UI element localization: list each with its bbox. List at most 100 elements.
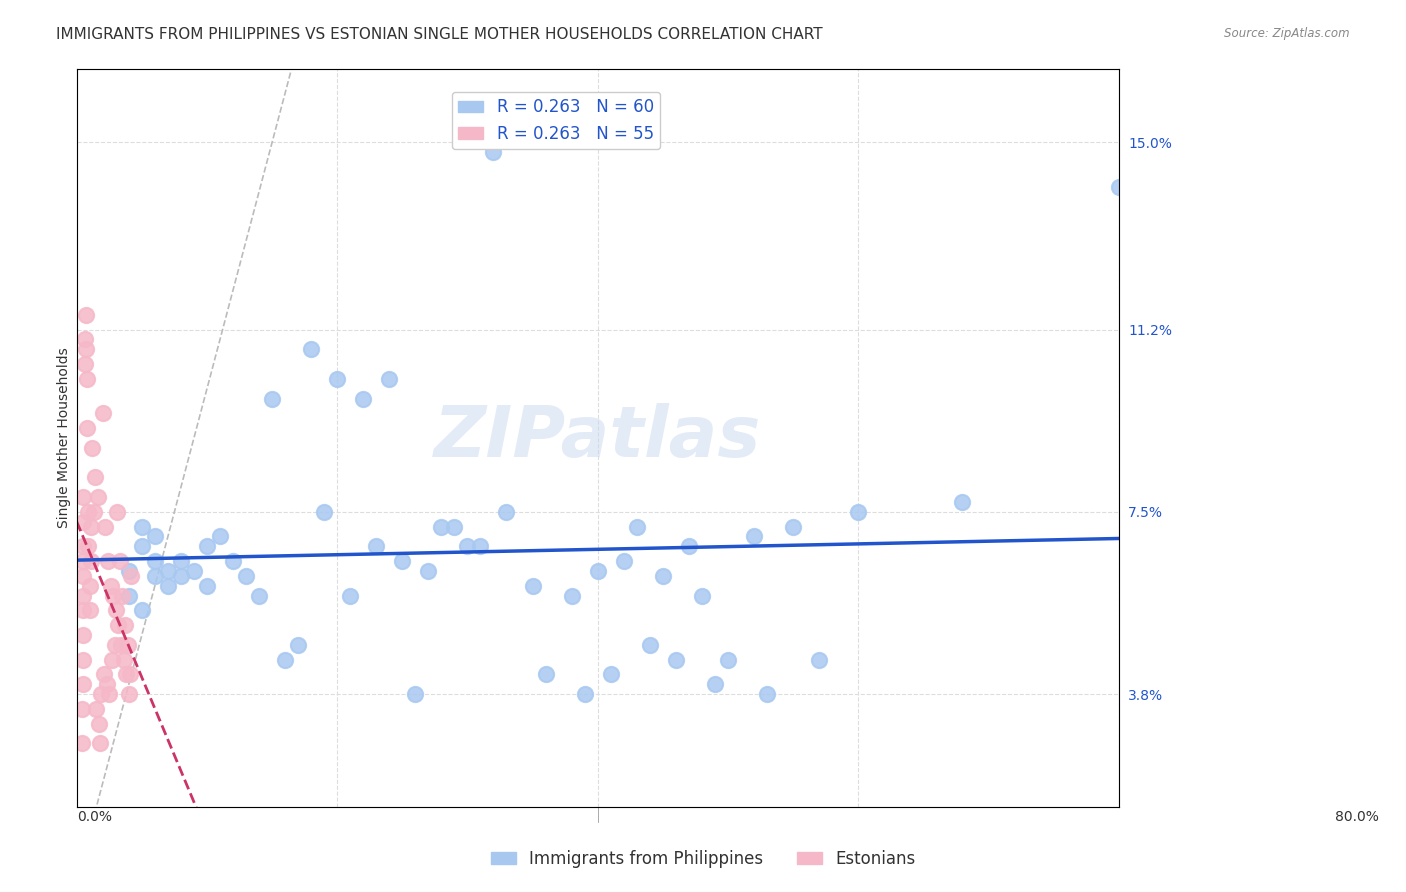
Point: [112, 653, 135, 667]
Point: [443, 519, 465, 533]
Point: [86, 490, 108, 504]
Point: [574, 687, 596, 701]
Point: [156, 564, 179, 578]
Point: [561, 589, 583, 603]
Point: [117, 638, 139, 652]
Point: [222, 554, 245, 568]
Point: [314, 505, 336, 519]
Point: [91, 406, 114, 420]
Point: [89, 736, 111, 750]
Point: [115, 667, 138, 681]
Point: [352, 392, 374, 406]
Point: [183, 564, 205, 578]
Point: [84, 702, 107, 716]
Point: [110, 638, 132, 652]
Point: [72, 677, 94, 691]
Point: [84, 470, 107, 484]
Point: [195, 579, 218, 593]
Point: [613, 554, 636, 568]
Point: [72, 490, 94, 504]
Point: [131, 519, 153, 533]
Point: [100, 579, 122, 593]
Point: [97, 554, 120, 568]
Point: [83, 505, 105, 519]
Point: [703, 677, 725, 691]
Point: [70, 702, 93, 716]
Point: [742, 529, 765, 543]
Legend: Immigrants from Philippines, Estonians: Immigrants from Philippines, Estonians: [484, 844, 922, 875]
Point: [665, 653, 688, 667]
Point: [1108, 179, 1130, 194]
Point: [114, 618, 136, 632]
Point: [287, 638, 309, 652]
Point: [105, 505, 128, 519]
Point: [404, 687, 426, 701]
Point: [326, 372, 349, 386]
Text: IMMIGRANTS FROM PHILIPPINES VS ESTONIAN SINGLE MOTHER HOUSEHOLDS CORRELATION CHA: IMMIGRANTS FROM PHILIPPINES VS ESTONIAN …: [56, 27, 823, 42]
Point: [378, 372, 401, 386]
Point: [72, 539, 94, 553]
Point: [120, 667, 142, 681]
Point: [93, 667, 115, 681]
Point: [846, 505, 869, 519]
Point: [103, 589, 125, 603]
Point: [262, 392, 284, 406]
Point: [534, 667, 557, 681]
Point: [94, 519, 117, 533]
Point: [599, 667, 621, 681]
Point: [118, 564, 141, 578]
Point: [495, 505, 517, 519]
Point: [80, 554, 103, 568]
Text: ZIPatlas: ZIPatlas: [434, 403, 762, 473]
Point: [950, 495, 973, 509]
Point: [208, 529, 231, 543]
Point: [143, 569, 166, 583]
Point: [782, 519, 804, 533]
Point: [79, 579, 101, 593]
Point: [73, 333, 96, 347]
Point: [235, 569, 257, 583]
Point: [76, 421, 98, 435]
Point: [522, 579, 544, 593]
Point: [808, 653, 831, 667]
Point: [430, 519, 453, 533]
Point: [690, 589, 713, 603]
Point: [108, 554, 131, 568]
Point: [470, 539, 492, 553]
Point: [72, 554, 94, 568]
Point: [391, 554, 413, 568]
Point: [82, 441, 104, 455]
Point: [299, 343, 322, 357]
Point: [73, 357, 96, 371]
Point: [755, 687, 778, 701]
Point: [247, 589, 270, 603]
Point: [118, 687, 141, 701]
Point: [120, 569, 142, 583]
Point: [72, 589, 94, 603]
Point: [274, 653, 297, 667]
Point: [586, 564, 609, 578]
Point: [195, 539, 218, 553]
Text: 0.0%: 0.0%: [77, 810, 111, 823]
Point: [96, 677, 118, 691]
Text: Source: ZipAtlas.com: Source: ZipAtlas.com: [1225, 27, 1350, 40]
Point: [101, 653, 124, 667]
Point: [104, 603, 127, 617]
Point: [131, 603, 153, 617]
Point: [103, 638, 125, 652]
Legend: R = 0.263   N = 60, R = 0.263   N = 55: R = 0.263 N = 60, R = 0.263 N = 55: [451, 92, 661, 149]
Point: [75, 308, 97, 322]
Point: [75, 343, 97, 357]
Point: [626, 519, 648, 533]
Point: [76, 372, 98, 386]
Point: [170, 569, 193, 583]
Point: [70, 736, 93, 750]
Y-axis label: Single Mother Households: Single Mother Households: [58, 348, 72, 528]
Point: [651, 569, 673, 583]
Point: [339, 589, 361, 603]
Point: [118, 589, 141, 603]
Point: [98, 687, 121, 701]
Point: [77, 539, 100, 553]
Point: [170, 554, 193, 568]
Point: [72, 515, 94, 529]
